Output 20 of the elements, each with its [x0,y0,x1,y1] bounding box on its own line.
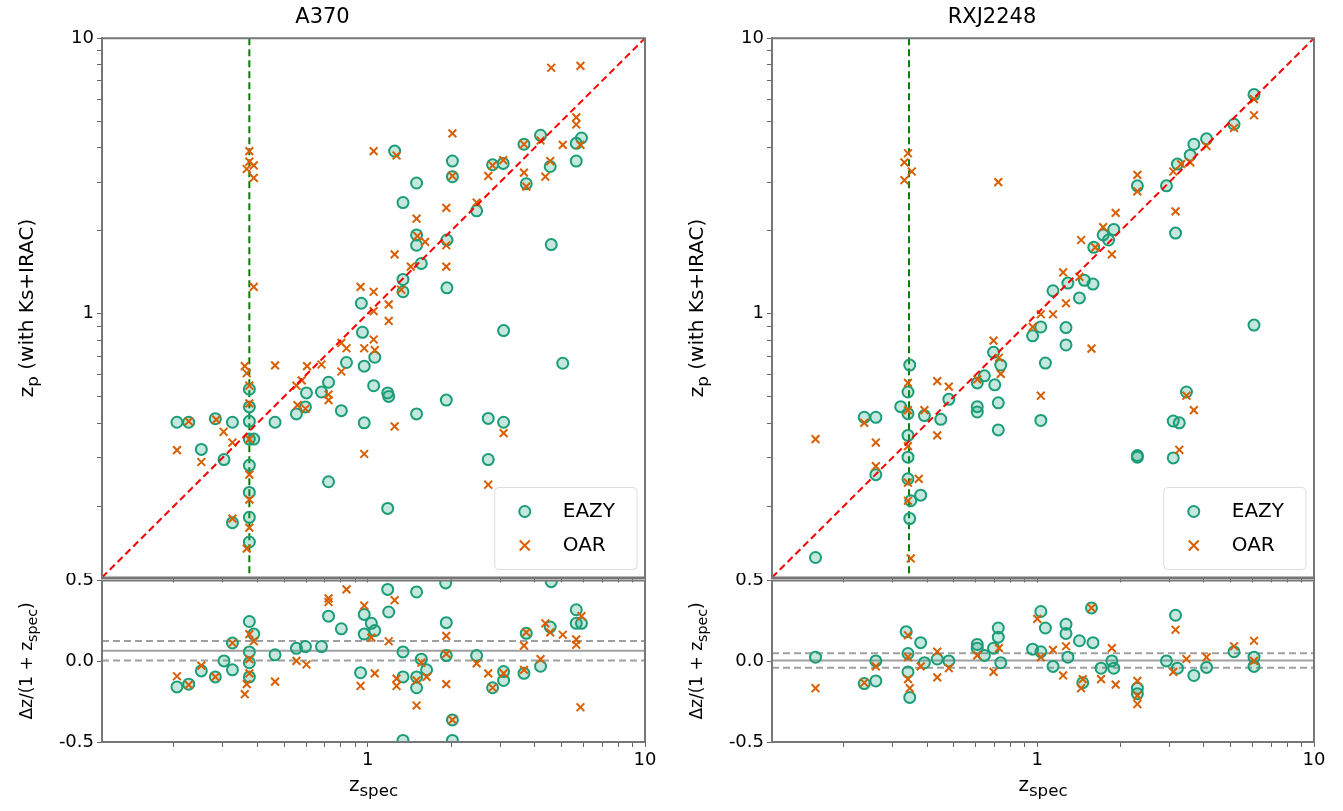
x-tick-label: 10 [633,748,657,770]
chart-title: RXJ2248 [947,4,1037,29]
y-tick-label: -0.5 [728,729,764,751]
legend-label: OAR [1231,531,1275,556]
legend-label: OAR [562,531,606,556]
x-axis-title: z$_{spec}$ [348,772,399,800]
y-tick-label: 0.0 [65,648,94,670]
y-tick-label: 10 [71,25,94,47]
legend-label: EAZY [1231,497,1285,522]
x-tick-label: 10 [1302,748,1326,770]
x-tick-label: 1 [1031,748,1043,770]
x-axis-title: z$_{spec}$ [1018,772,1068,800]
y-tick-label: 1 [752,301,764,323]
y-tick-label: -0.5 [58,729,94,751]
y-tick-label: 1 [82,301,94,323]
y-tick-label: 10 [741,25,764,47]
y-tick-label: 0.0 [735,648,764,670]
chart-title: A370 [295,4,350,29]
x-tick-label: 1 [362,748,374,770]
legend-label: EAZY [562,497,616,522]
